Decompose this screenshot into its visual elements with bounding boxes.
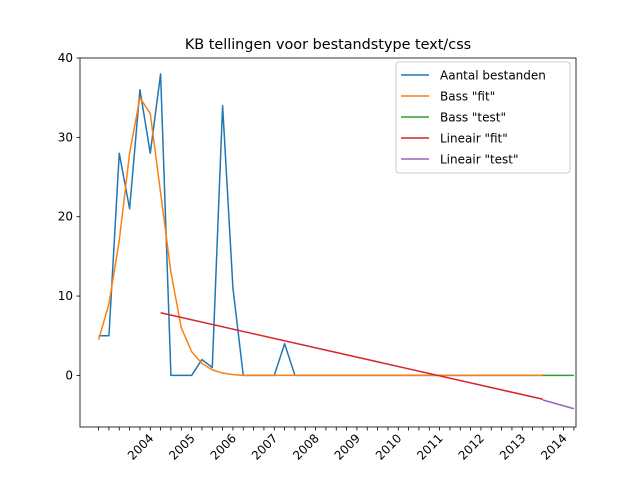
legend-label-4: Lineair "test" (440, 153, 519, 167)
x-tick-label-10: 2014 (538, 431, 569, 462)
x-tick-label-7: 2011 (414, 431, 445, 462)
x-tick-label-1: 2005 (166, 431, 197, 462)
legend: Aantal bestanden Bass "fit" Bass "test" Lin… (395, 61, 571, 174)
y-tick-label-2: 20 (58, 210, 73, 224)
y-tick-label-0: 0 (65, 368, 73, 382)
y-tick-label-3: 30 (58, 130, 73, 144)
plot-lines (97, 73, 575, 410)
y-tick-label-1: 10 (58, 289, 73, 303)
x-tick-label-4: 2008 (290, 431, 321, 462)
x-tick-label-6: 2010 (373, 431, 404, 462)
x-tick-label-9: 2013 (497, 431, 528, 462)
y-tick-label-4: 40 (58, 51, 73, 65)
chart-title: KB tellingen voor bestandstype text/css (185, 37, 471, 53)
series-line-4 (542, 399, 575, 410)
legend-label-3: Lineair "fit" (440, 132, 508, 146)
x-tick-label-2: 2006 (208, 431, 239, 462)
series-line-3 (160, 311, 544, 400)
x-axis: 2004 2005 2006 2007 2008 2009 2010 2011 2012 2013… (98, 427, 575, 463)
x-tick-label-5: 2009 (332, 431, 363, 462)
legend-label-0: Aantal bestanden (440, 69, 546, 83)
series-line-1 (97, 96, 543, 377)
x-tick-label-0: 2004 (125, 431, 156, 462)
legend-box (395, 61, 571, 174)
x-tick-label-8: 2012 (456, 431, 487, 462)
x-tick-label-3: 2007 (249, 431, 280, 462)
y-axis: 0 10 20 30 40 (58, 51, 80, 382)
plot-frame (79, 57, 577, 428)
legend-label-1: Bass "fit" (440, 90, 495, 104)
legend-label-2: Bass "test" (440, 111, 506, 125)
